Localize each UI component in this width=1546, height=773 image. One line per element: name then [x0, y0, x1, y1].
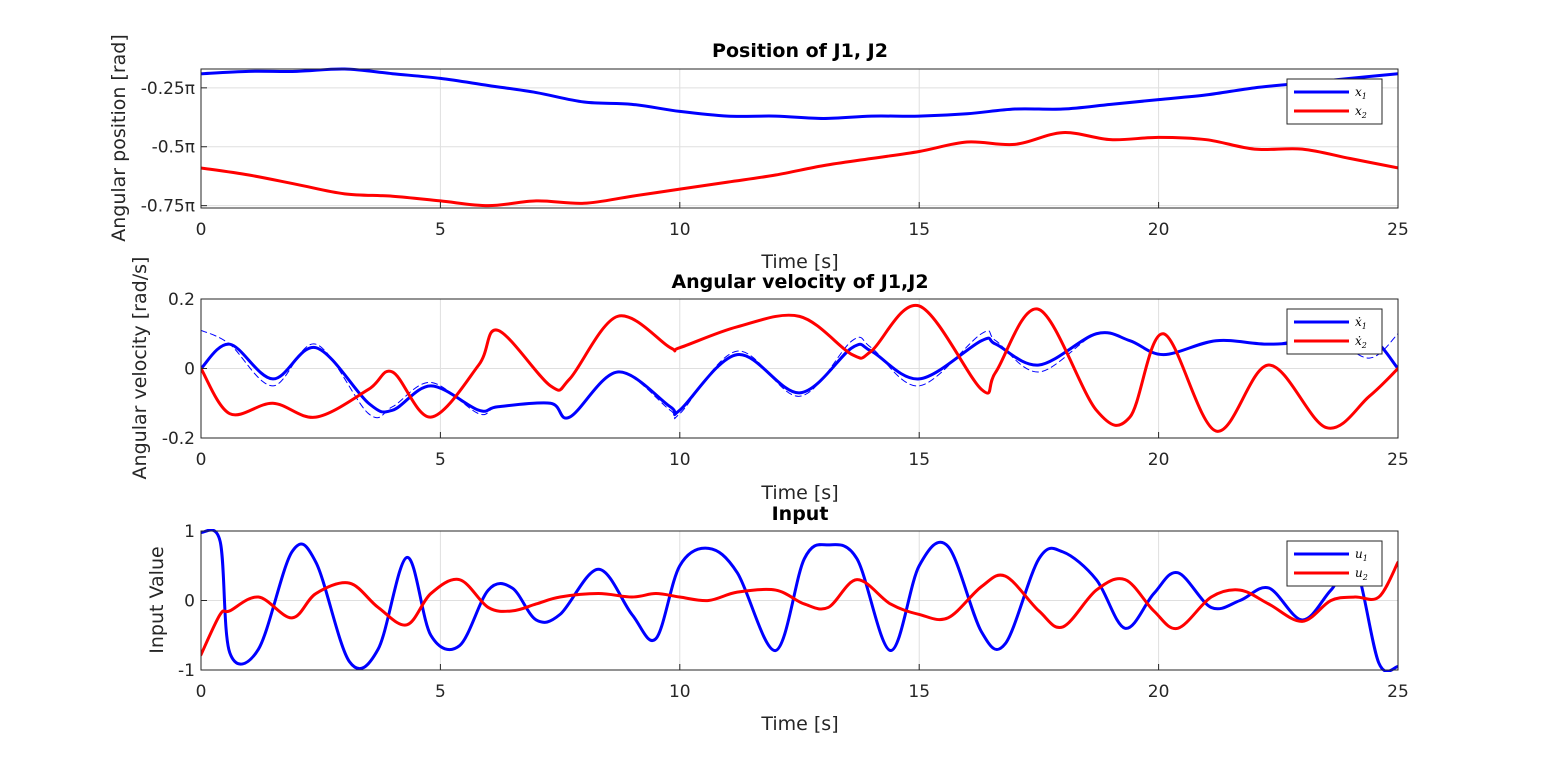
- x-tick-label: 15: [908, 450, 930, 470]
- plot-lines: [201, 304, 1398, 433]
- y-tick-label: 0: [184, 360, 195, 380]
- x-tick-label: 25: [1387, 682, 1409, 702]
- x-tick-label: 5: [435, 220, 446, 240]
- grid-lines: [200, 69, 1399, 208]
- legend-label: x1: [1355, 85, 1367, 101]
- y-axis-label: Angular velocity [rad/s]: [129, 257, 151, 480]
- chart-title: Input: [772, 503, 829, 525]
- legend-label: x2: [1355, 104, 1367, 120]
- x-axis-label: Time [s]: [760, 251, 838, 273]
- legend-label: u1: [1355, 547, 1368, 563]
- grid-lines: [200, 298, 1399, 439]
- x-axis-label: Time [s]: [760, 482, 838, 504]
- x-tick-label: 20: [1148, 450, 1170, 470]
- x-tick-label: 25: [1387, 450, 1409, 470]
- tick-labels: 0 5 10 15 20 250.20-0.2: [162, 290, 1409, 470]
- x-axis-label: Time [s]: [760, 713, 838, 735]
- chart-title: Position of J1, J2: [712, 40, 888, 62]
- legend-box: [1286, 540, 1383, 587]
- legend-label: ẋ2: [1355, 334, 1367, 350]
- plot-lines: [201, 529, 1398, 672]
- chart-title: Angular velocity of J1,J2: [671, 271, 928, 293]
- x-tick-label: 0: [196, 682, 207, 702]
- x-tick-label: 20: [1148, 220, 1170, 240]
- series-line-x2: [201, 131, 1398, 208]
- x-tick-label: 5: [435, 682, 446, 702]
- y-tick-label: -0.2: [162, 429, 195, 449]
- x-tick-label: 0: [196, 450, 207, 470]
- y-tick-label: -1: [178, 661, 195, 681]
- series-line-x1-dot-reference: [201, 329, 1398, 420]
- tick-labels: 0 5 10 15 20 25 -0.25π -0.5π -0.75π: [141, 79, 1409, 240]
- subplot-position: 0 5 10 15 20 25 -0.25π -0.5π -0.75π Position of …: [108, 34, 1409, 273]
- series-line-u2: [201, 560, 1398, 657]
- x-tick-label: 5: [435, 450, 446, 470]
- series-line-u1: [201, 529, 1398, 672]
- x-tick-label: 10: [669, 682, 691, 702]
- x-tick-label: 25: [1387, 220, 1409, 240]
- y-tick-label: 0.2: [168, 290, 195, 310]
- x-tick-label: 10: [669, 220, 691, 240]
- legend-box: [1286, 78, 1383, 125]
- x-tick-label: 15: [908, 682, 930, 702]
- axes-frame: [200, 68, 1399, 209]
- x-tick-label: 10: [669, 450, 691, 470]
- legend-box: [1286, 308, 1383, 355]
- x-tick-label: 15: [908, 220, 930, 240]
- x-tick-label: 0: [196, 220, 207, 240]
- y-tick-label: -0.25π: [141, 79, 195, 99]
- series-line-x1-dot: [201, 331, 1398, 420]
- legend-label: u2: [1355, 566, 1368, 582]
- y-tick-label: -0.75π: [141, 197, 195, 217]
- series-line-x2-dot: [201, 304, 1398, 433]
- legend-label: ẋ1: [1355, 315, 1367, 331]
- y-tick-label: 1: [184, 522, 195, 542]
- y-tick-label: -0.5π: [152, 138, 195, 158]
- subplot-velocity: 0 5 10 15 20 250.20-0.2 Angular velocity of J…: [129, 257, 1409, 504]
- plot-lines: [201, 67, 1398, 208]
- series-line-x1: [201, 67, 1398, 120]
- x-tick-label: 20: [1148, 682, 1170, 702]
- y-tick-label: 0: [184, 592, 195, 612]
- y-axis-label: Input Value: [146, 546, 168, 653]
- y-axis-label: Angular position [rad]: [108, 34, 130, 242]
